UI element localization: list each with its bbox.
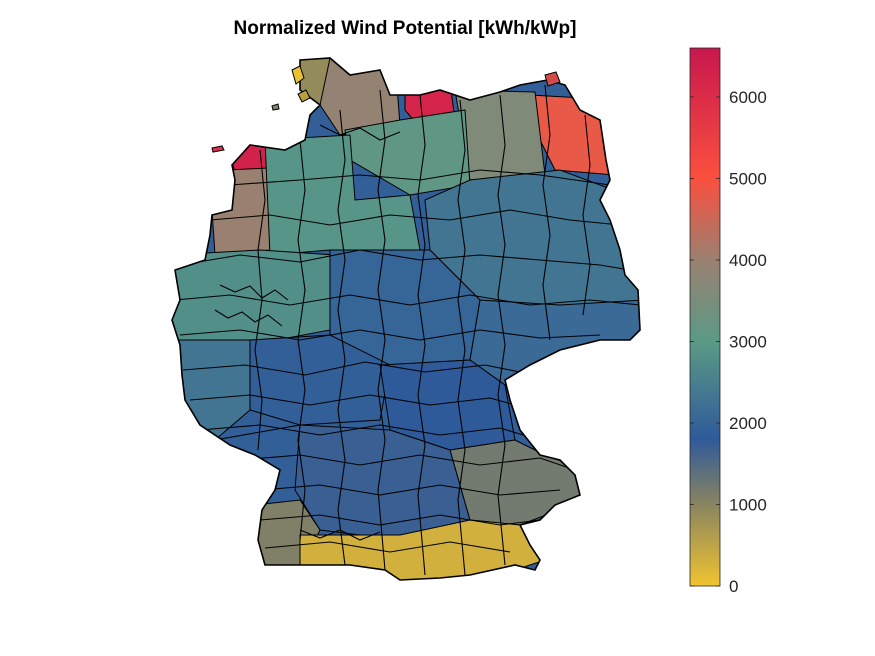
colorbar-gradient [689, 47, 721, 587]
colorbar-tick-label: 4000 [729, 251, 767, 270]
regions-layer [172, 58, 640, 580]
colorbar-tick-label: 1000 [729, 495, 767, 514]
colorbar-tick-label: 2000 [729, 414, 767, 433]
colorbar-tick-label: 5000 [729, 169, 767, 188]
map-title: Normalized Wind Potential [kWh/kWp] [233, 18, 577, 39]
colorbar-tick-label: 3000 [729, 332, 767, 351]
colorbar-ticks: 0 1000 2000 3000 4000 5000 6000 [690, 88, 767, 596]
islands [211, 65, 561, 153]
district-boundaries [174, 84, 640, 576]
colorbar-tick-label: 0 [729, 577, 738, 596]
colorbar-tick-label: 6000 [729, 88, 767, 107]
